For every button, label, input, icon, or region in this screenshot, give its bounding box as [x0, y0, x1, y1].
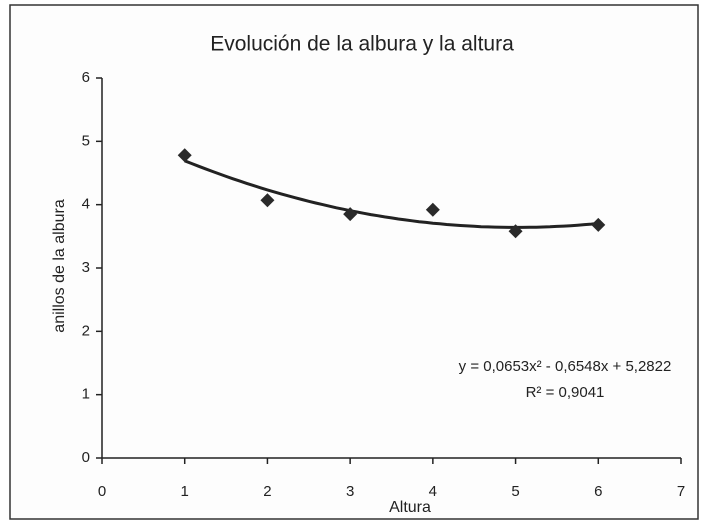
y-tick-label: 0	[82, 449, 90, 466]
y-tick-label: 2	[82, 322, 90, 339]
point	[508, 224, 523, 239]
x-tick-label: 1	[181, 483, 189, 500]
x-tick-label: 2	[263, 483, 271, 500]
chart-title: Evolución de la albura y la altura	[210, 33, 514, 56]
trendline-equation: y = 0,0653x² - 0,6548x + 5,2822	[459, 358, 672, 375]
x-tick-label: 4	[429, 483, 437, 500]
y-tick-label: 6	[82, 69, 90, 86]
point	[591, 217, 606, 232]
trendline	[184, 159, 599, 229]
y-tick-label: 3	[82, 259, 90, 276]
x-tick-label: 5	[511, 483, 519, 500]
y-tick-label: 1	[82, 386, 90, 403]
trendline-r-squared: R² = 0,9041	[526, 384, 605, 401]
x-axis-label: Altura	[389, 499, 431, 516]
point	[425, 202, 440, 217]
y-tick-label: 5	[82, 132, 90, 149]
chart-frame	[9, 4, 699, 520]
y-axis-label: anillos de la albura	[51, 199, 68, 333]
x-tick-label: 3	[346, 483, 354, 500]
point	[343, 207, 358, 222]
x-tick-label: 7	[677, 483, 685, 500]
x-tick-label: 6	[594, 483, 602, 500]
x-tick-label: 0	[98, 483, 106, 500]
y-tick-label: 4	[82, 196, 90, 213]
point	[177, 148, 192, 163]
point	[260, 193, 275, 208]
